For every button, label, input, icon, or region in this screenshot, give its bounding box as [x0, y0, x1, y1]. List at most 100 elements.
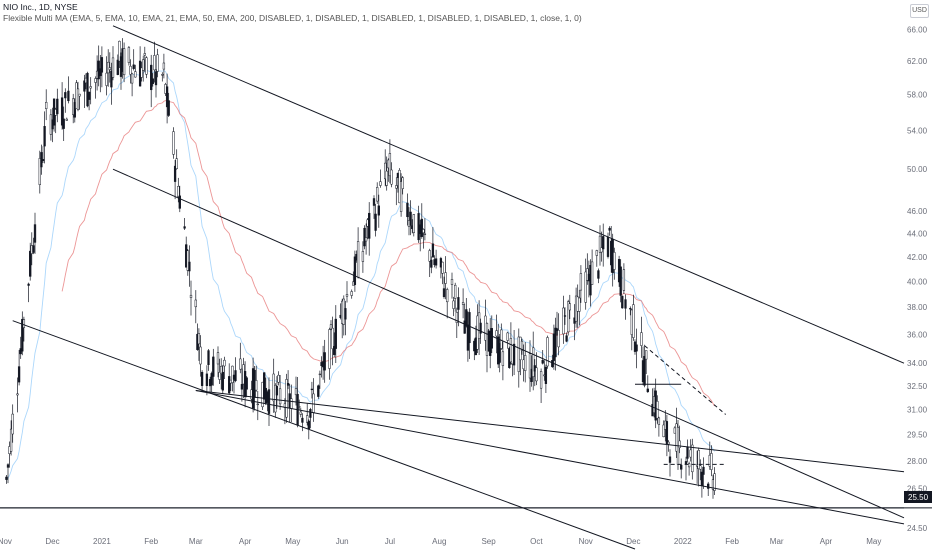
candle-body	[544, 366, 548, 384]
candle	[328, 327, 331, 380]
candle	[662, 420, 665, 438]
candle	[707, 481, 710, 496]
candle-body	[108, 67, 111, 70]
candle-body	[420, 218, 423, 237]
candle	[17, 350, 21, 386]
candle-body	[541, 360, 544, 364]
y-tick-label: 66.00	[907, 26, 928, 35]
candle	[624, 294, 627, 320]
x-tick-label: Feb	[144, 537, 158, 546]
candle	[461, 288, 465, 319]
candle-body	[161, 74, 164, 76]
candle	[275, 376, 279, 409]
currency-button[interactable]: USD	[910, 4, 929, 18]
candle	[306, 403, 309, 426]
candle	[684, 456, 688, 481]
candle-body	[299, 411, 302, 415]
candle	[6, 463, 10, 484]
candle-body	[105, 72, 108, 86]
candle-body	[697, 450, 700, 469]
candle-body	[21, 318, 24, 352]
candle	[452, 296, 455, 317]
candle	[697, 447, 700, 487]
candle-body	[590, 261, 594, 285]
candle	[108, 52, 111, 83]
candle	[263, 372, 266, 400]
candle-body	[372, 198, 376, 206]
candle	[544, 364, 548, 393]
candle	[89, 77, 92, 105]
candle	[635, 328, 638, 369]
candle-body	[83, 80, 86, 92]
candle-body	[94, 78, 97, 83]
candle-body	[707, 483, 710, 489]
candle-body	[183, 226, 186, 229]
candle	[687, 461, 691, 476]
candle	[377, 194, 380, 228]
candle-body	[568, 303, 571, 311]
candle	[395, 177, 398, 206]
candle	[231, 365, 234, 392]
candle	[267, 377, 271, 426]
candle-body	[422, 229, 425, 234]
candle-body	[290, 398, 293, 409]
y-tick-label: 38.00	[907, 303, 928, 312]
candle	[390, 162, 393, 188]
candle	[423, 218, 427, 241]
candle	[127, 46, 131, 66]
x-tick-label: Jul	[385, 537, 395, 546]
candle	[94, 76, 97, 99]
candle-body	[344, 308, 347, 320]
candle	[385, 156, 388, 191]
candle-body	[267, 389, 271, 414]
candle-body	[130, 73, 134, 84]
candle-body	[646, 388, 649, 393]
candle-body	[156, 54, 159, 72]
candle-body	[555, 328, 559, 332]
candle	[665, 414, 669, 457]
candle	[205, 365, 209, 396]
candle	[207, 349, 210, 371]
candle-body	[43, 126, 46, 147]
candle	[598, 225, 602, 266]
x-tick-label: May	[866, 537, 881, 546]
candle	[602, 223, 605, 267]
candle-body	[286, 383, 290, 386]
candle	[498, 334, 501, 373]
candle-body	[143, 53, 146, 56]
candle	[329, 320, 333, 331]
candle-body	[457, 297, 460, 310]
candle-body	[22, 319, 26, 328]
candle-body	[62, 118, 65, 129]
candle	[565, 332, 568, 343]
candle-body	[430, 259, 433, 268]
candle	[444, 256, 447, 300]
candle	[199, 335, 202, 377]
candle	[38, 150, 41, 194]
candle-body	[565, 335, 568, 342]
x-tick-label: Mar	[189, 537, 203, 546]
candle-body	[27, 283, 30, 286]
candle-body	[490, 328, 493, 349]
candle	[255, 365, 258, 392]
x-tick-label: Oct	[530, 537, 543, 546]
candle-body	[32, 245, 35, 253]
candle-body	[495, 330, 498, 337]
candle	[376, 182, 379, 204]
candle	[420, 203, 423, 239]
candle-body	[606, 236, 610, 257]
candle	[140, 61, 143, 82]
candle-body	[667, 441, 670, 445]
candle	[412, 214, 415, 237]
candle	[142, 55, 145, 82]
y-tick-label: 32.50	[907, 382, 928, 391]
candle-body	[713, 473, 716, 491]
candle	[619, 259, 622, 303]
candle-body	[390, 169, 393, 185]
candle-body	[401, 177, 404, 189]
candle-body	[205, 373, 209, 386]
candle-body	[334, 318, 337, 349]
candle-body	[245, 377, 248, 390]
trendline-layer[interactable]	[0, 25, 932, 550]
